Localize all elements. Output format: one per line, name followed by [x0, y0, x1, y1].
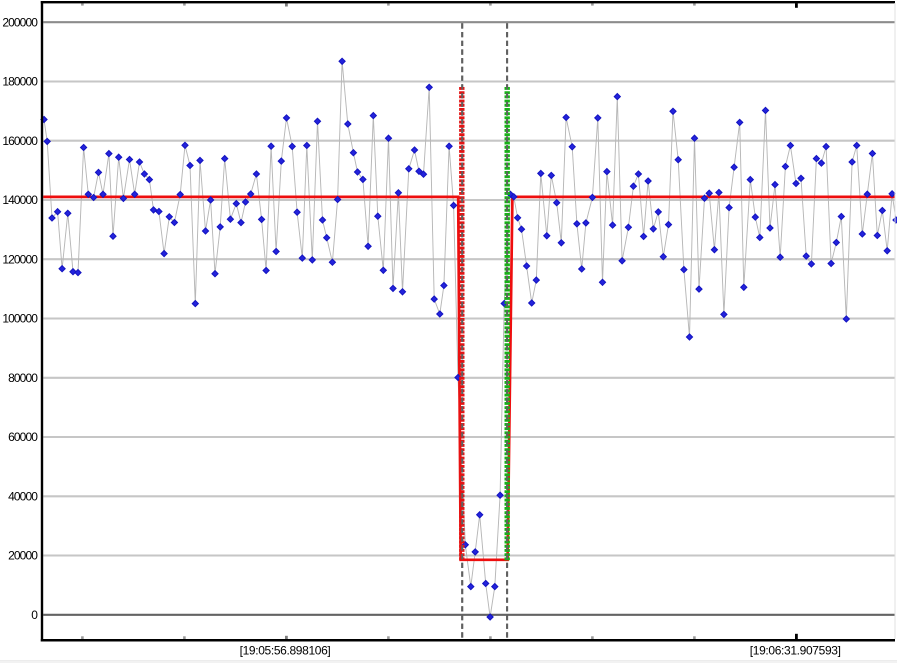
- svg-text:20000: 20000: [8, 549, 38, 563]
- svg-text:[19:05:56.898106]: [19:05:56.898106]: [240, 644, 331, 658]
- svg-text:0: 0: [31, 608, 38, 622]
- svg-text:200000: 200000: [2, 15, 38, 29]
- svg-text:180000: 180000: [2, 75, 38, 89]
- svg-text:160000: 160000: [2, 134, 38, 148]
- svg-text:80000: 80000: [8, 371, 38, 385]
- svg-text:120000: 120000: [2, 252, 38, 266]
- svg-text:40000: 40000: [8, 490, 38, 504]
- svg-text:60000: 60000: [8, 430, 38, 444]
- svg-text:100000: 100000: [2, 312, 38, 326]
- svg-text:140000: 140000: [2, 193, 38, 207]
- svg-text:[19:06:31.907593]: [19:06:31.907593]: [750, 644, 841, 658]
